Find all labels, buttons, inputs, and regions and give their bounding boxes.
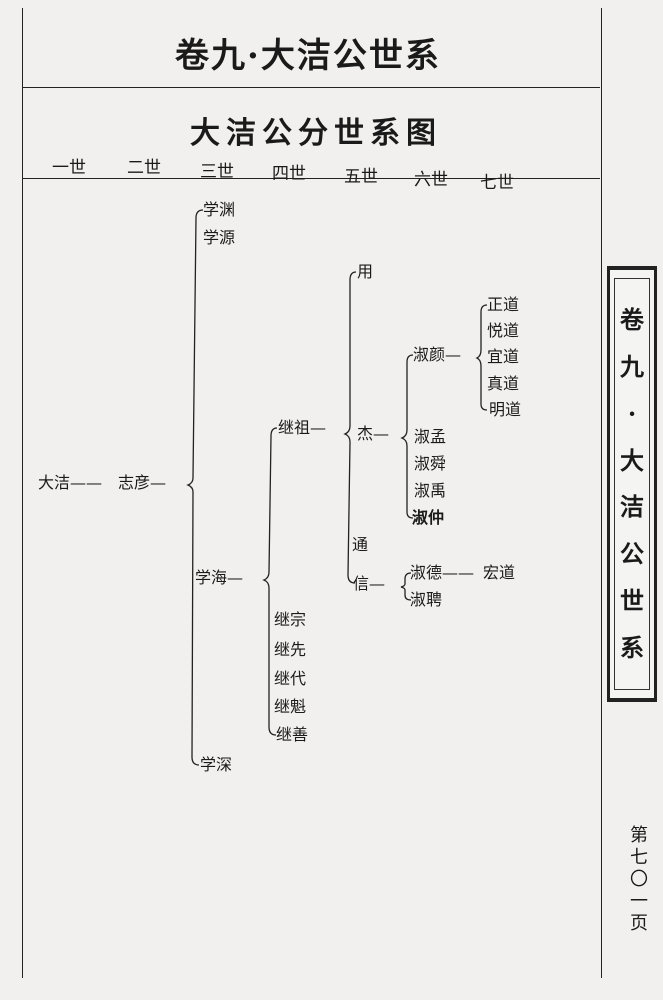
generation-label: 二世: [127, 158, 161, 178]
side-label-char: 世: [620, 585, 644, 615]
node-gen4: 继代: [274, 669, 307, 688]
node-gen5: 用: [357, 262, 374, 281]
side-label-char: 大: [620, 445, 644, 475]
side-label-box: 卷 九 · 大 洁 公 世 系: [607, 266, 657, 702]
node-gen7: 悦道: [487, 321, 520, 340]
node-gen4: 继先: [274, 640, 307, 659]
node-gen3: 学源: [203, 228, 236, 247]
node-gen4: 继魁: [274, 697, 307, 716]
node-gen6: 淑德——: [410, 563, 475, 582]
side-label-char: ·: [627, 398, 637, 428]
generation-label: 六世: [414, 170, 448, 190]
bracket: [400, 572, 412, 601]
node-gen3: 学深: [200, 755, 233, 774]
node-gen4: 继宗: [274, 610, 307, 629]
node-gen3: 学渊: [203, 200, 236, 219]
divider: [22, 87, 600, 88]
node-gen5: 杰—: [357, 424, 390, 443]
page-frame: [22, 8, 602, 978]
bracket: [475, 304, 488, 411]
node-gen6: 淑舜: [414, 454, 447, 473]
node-gen6: 淑禹: [414, 481, 447, 500]
side-label-char: 公: [620, 539, 644, 569]
node-gen7: 真道: [487, 374, 520, 393]
node-gen1: 大洁——: [38, 473, 103, 492]
node-gen6: 淑颜—: [413, 345, 462, 364]
divider: [22, 178, 600, 179]
bracket: [343, 271, 357, 584]
side-label-char: 九: [620, 352, 644, 382]
side-label-char: 洁: [620, 492, 644, 522]
node-gen7: 宜道: [487, 347, 520, 366]
node-gen7: 明道: [489, 400, 522, 419]
bracket: [262, 427, 278, 736]
node-gen4: 继善: [276, 725, 309, 744]
side-label-char: 系: [620, 632, 644, 662]
node-gen7: 正道: [487, 295, 520, 314]
node-gen6: 淑聘: [410, 590, 443, 609]
generation-label: 四世: [272, 164, 306, 184]
generation-label: 七世: [480, 173, 514, 193]
node-gen7: 宏道: [483, 563, 516, 582]
generation-label: 五世: [344, 167, 378, 187]
page-number: 第七〇一页: [630, 825, 648, 934]
bracket: [186, 209, 204, 766]
node-gen6: 淑孟: [414, 427, 447, 446]
generation-label: 一世: [52, 158, 86, 178]
node-gen5: 信—: [353, 574, 386, 593]
page-title: 卷九·大洁公世系: [175, 36, 441, 76]
bracket: [400, 354, 414, 519]
node-gen6: 淑仲: [412, 508, 445, 527]
generation-label: 三世: [200, 162, 234, 182]
diagram-title: 大洁公分世系图: [190, 116, 442, 151]
node-gen4: 继祖—: [278, 418, 327, 437]
node-gen3: 学海—: [195, 568, 244, 587]
node-gen5: 通: [352, 535, 369, 554]
side-label-char: 卷: [620, 305, 644, 335]
node-gen2: 志彦—: [118, 473, 167, 492]
